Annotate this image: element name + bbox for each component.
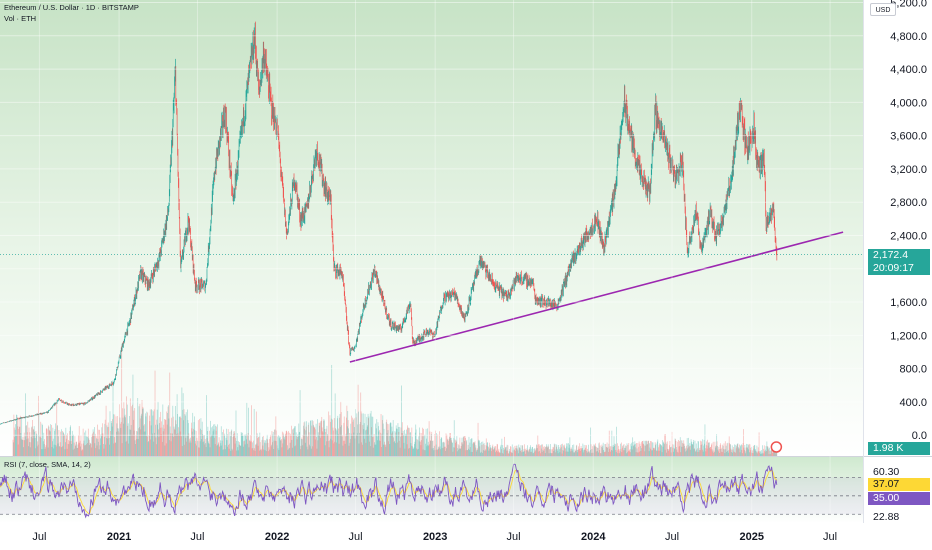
time-axis: Jul 2021 Jul 2022 Jul 2023 Jul 2024 Jul 2025 Jul [32, 0, 837, 543]
time-tick-label: 2023 [423, 531, 447, 543]
price-tick-label: 1,200.0 [890, 330, 927, 342]
price-pane-background [0, 0, 863, 456]
time-tick-label: 2022 [265, 531, 289, 543]
price-tick-label: 4,400.0 [890, 64, 927, 76]
time-tick-label: Jul [32, 531, 46, 543]
time-tick-label: 2021 [107, 531, 131, 543]
last-price-badge: 2,172.4 [868, 249, 930, 262]
price-tick-label: 3,200.0 [890, 164, 927, 176]
rsi-layer [0, 463, 863, 519]
price-layer [0, 21, 863, 425]
volume-badge: 1.98 K [868, 442, 930, 455]
price-tick-label: 800.0 [899, 364, 927, 376]
price-tick-label: 400.0 [899, 397, 927, 409]
rsi-line [0, 463, 778, 519]
rsi-lower-label: 22.88 [873, 511, 900, 523]
price-axis: 0.0 400.0 800.0 1,200.0 1,600.0 2,400.0 2,800.… [890, 0, 927, 443]
price-tick-label: 3,600.0 [890, 131, 927, 143]
time-tick-label: Jul [348, 531, 362, 543]
price-tick-label: 5,200.0 [890, 0, 927, 9]
trendline [349, 231, 844, 363]
currency-button[interactable]: USD [870, 3, 896, 16]
time-tick-label: Jul [190, 531, 204, 543]
rsi-value-badge: 37.07 [868, 478, 930, 491]
volume-label[interactable]: Vol · ETH [4, 14, 37, 23]
price-tick-label: 4,800.0 [890, 31, 927, 43]
rsi-upper-label: 60.30 [873, 466, 900, 478]
rsi-label[interactable]: RSI (7, close, SMA, 14, 2) [4, 460, 91, 469]
time-tick-label: Jul [665, 531, 679, 543]
price-tick-label: 4,000.0 [890, 97, 927, 109]
time-tick-label: Jul [507, 531, 521, 543]
volume-layer [12, 345, 783, 456]
price-tick-label: 2,800.0 [890, 197, 927, 209]
event-marker-icon [770, 441, 783, 453]
symbol-title[interactable]: Ethereum / U.S. Dollar · 1D · BITSTAMP [4, 3, 139, 12]
price-tick-label: 1,600.0 [890, 297, 927, 309]
time-tick-label: 2024 [581, 531, 606, 543]
time-tick-label: Jul [823, 531, 837, 543]
time-tick-label: 2025 [739, 531, 763, 543]
countdown-badge: 20:09:17 [868, 262, 930, 275]
price-tick-label: 2,400.0 [890, 230, 927, 242]
rsi-sma-badge: 35.00 [868, 492, 930, 505]
price-tick-label: 0.0 [912, 430, 927, 442]
